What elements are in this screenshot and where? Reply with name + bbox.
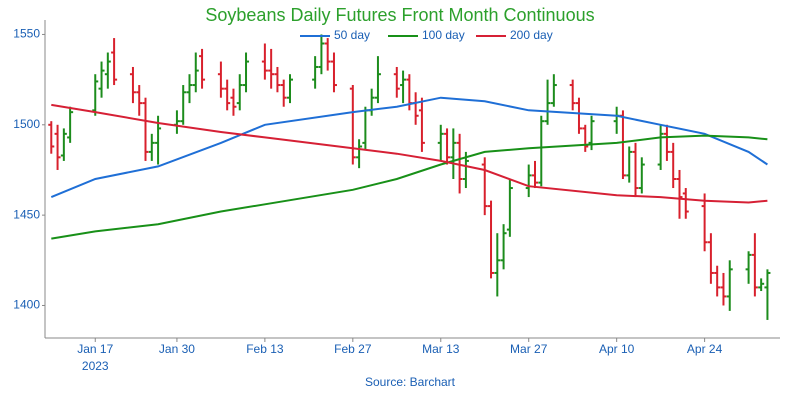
year-label: 2023 bbox=[82, 359, 109, 373]
x-tick-label: Jan 17 bbox=[77, 342, 113, 356]
source: Source: Barchart bbox=[365, 375, 456, 389]
y-tick-label: 1400 bbox=[13, 298, 40, 312]
x-tick-label: Apr 24 bbox=[687, 342, 723, 356]
legend-label: 50 day bbox=[334, 28, 370, 42]
moving-average-line bbox=[50, 96, 768, 199]
y-tick-label: 1550 bbox=[13, 27, 40, 41]
x-tick-label: Feb 27 bbox=[334, 342, 372, 356]
y-tick-label: 1450 bbox=[13, 207, 40, 221]
moving-average-line bbox=[51, 103, 768, 204]
x-tick-label: Jan 30 bbox=[159, 342, 195, 356]
x-tick-label: Mar 27 bbox=[510, 342, 548, 356]
x-tick-label: Apr 10 bbox=[599, 342, 635, 356]
legend-label: 200 day bbox=[510, 28, 553, 42]
x-tick-label: Mar 13 bbox=[422, 342, 460, 356]
chart-title: Soybeans Daily Futures Front Month Conti… bbox=[205, 5, 594, 25]
x-tick-label: Feb 13 bbox=[246, 342, 284, 356]
y-tick-label: 1500 bbox=[13, 117, 40, 131]
moving-average-line bbox=[51, 134, 768, 240]
legend-label: 100 day bbox=[422, 28, 465, 42]
